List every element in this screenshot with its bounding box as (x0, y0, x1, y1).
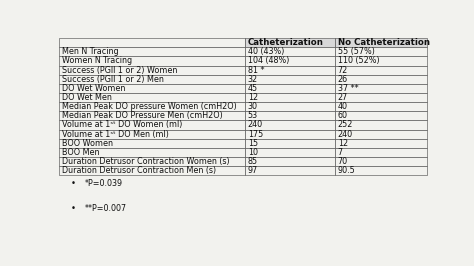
Bar (335, 75, 427, 84)
Text: 15: 15 (248, 139, 258, 148)
Text: Median Peak DO Pressure Men (cmH2O): Median Peak DO Pressure Men (cmH2O) (62, 111, 223, 120)
Bar (59, 84, 245, 93)
Bar (245, 102, 335, 111)
Bar (245, 111, 335, 120)
Text: DO Wet Women: DO Wet Women (62, 84, 126, 93)
Bar (245, 120, 335, 130)
Text: Success (PGII 1 or 2) Women: Success (PGII 1 or 2) Women (62, 66, 178, 74)
Bar (59, 139, 245, 148)
Text: Duration Detrusor Contraction Women (s): Duration Detrusor Contraction Women (s) (62, 157, 230, 166)
Text: 40: 40 (337, 102, 348, 111)
Bar (59, 38, 245, 47)
Bar (335, 148, 427, 157)
Text: Catheterization: Catheterization (248, 38, 324, 47)
Bar (59, 148, 245, 157)
Bar (59, 75, 245, 84)
Bar (59, 111, 245, 120)
Bar (245, 84, 335, 93)
Bar (245, 157, 335, 166)
Text: •: • (70, 203, 75, 213)
Bar (59, 102, 245, 111)
Bar (335, 120, 427, 130)
Bar (59, 120, 245, 130)
Bar (335, 65, 427, 75)
Text: 10: 10 (248, 148, 258, 157)
Text: 60: 60 (337, 111, 348, 120)
Bar (335, 130, 427, 139)
Text: 32: 32 (248, 75, 258, 84)
Text: 45: 45 (248, 84, 258, 93)
Text: 81 *: 81 * (248, 66, 264, 74)
Bar (245, 38, 335, 47)
Bar (245, 65, 335, 75)
Text: 97: 97 (248, 166, 258, 175)
Text: Success (PGII 1 or 2) Men: Success (PGII 1 or 2) Men (62, 75, 164, 84)
Text: Median Peak DO pressure Women (cmH2O): Median Peak DO pressure Women (cmH2O) (62, 102, 237, 111)
Bar (59, 157, 245, 166)
Text: Men N Tracing: Men N Tracing (62, 47, 119, 56)
Text: 27: 27 (337, 93, 348, 102)
Text: 7: 7 (337, 148, 343, 157)
Text: 240: 240 (337, 130, 353, 139)
Bar (335, 84, 427, 93)
Bar (59, 65, 245, 75)
Text: 37 **: 37 ** (337, 84, 358, 93)
Text: *P=0.039: *P=0.039 (85, 179, 123, 188)
Bar (59, 130, 245, 139)
Bar (245, 130, 335, 139)
Text: 72: 72 (337, 66, 348, 74)
Bar (335, 38, 427, 47)
Text: 12: 12 (248, 93, 258, 102)
Text: Volume at 1ˢᵗ DO Men (ml): Volume at 1ˢᵗ DO Men (ml) (62, 130, 169, 139)
Text: 85: 85 (248, 157, 258, 166)
Text: 90.5: 90.5 (337, 166, 356, 175)
Text: 40 (43%): 40 (43%) (248, 47, 284, 56)
Bar (59, 93, 245, 102)
Text: Duration Detrusor Contraction Men (s): Duration Detrusor Contraction Men (s) (62, 166, 216, 175)
Text: 12: 12 (337, 139, 348, 148)
Bar (335, 111, 427, 120)
Text: •: • (70, 179, 75, 188)
Text: 175: 175 (248, 130, 263, 139)
Text: 110 (52%): 110 (52%) (337, 56, 379, 65)
Text: Women N Tracing: Women N Tracing (62, 56, 132, 65)
Text: DO Wet Men: DO Wet Men (62, 93, 112, 102)
Text: 240: 240 (248, 120, 263, 130)
Text: 104 (48%): 104 (48%) (248, 56, 289, 65)
Bar (335, 157, 427, 166)
Bar (335, 47, 427, 56)
Bar (335, 56, 427, 65)
Text: Volume at 1ˢᵗ DO Women (ml): Volume at 1ˢᵗ DO Women (ml) (62, 120, 182, 130)
Bar (245, 93, 335, 102)
Bar (245, 139, 335, 148)
Text: 53: 53 (248, 111, 258, 120)
Bar (245, 166, 335, 175)
Bar (335, 166, 427, 175)
Text: 26: 26 (337, 75, 348, 84)
Text: **P=0.007: **P=0.007 (85, 203, 127, 213)
Bar (59, 166, 245, 175)
Text: 30: 30 (248, 102, 258, 111)
Text: 55 (57%): 55 (57%) (337, 47, 374, 56)
Text: BOO Men: BOO Men (62, 148, 100, 157)
Bar (245, 148, 335, 157)
Bar (335, 102, 427, 111)
Bar (59, 56, 245, 65)
Bar (245, 56, 335, 65)
Text: 70: 70 (337, 157, 348, 166)
Bar (245, 47, 335, 56)
Bar (59, 47, 245, 56)
Text: 252: 252 (337, 120, 353, 130)
Bar (245, 75, 335, 84)
Text: BOO Women: BOO Women (62, 139, 113, 148)
Text: No Catheterization: No Catheterization (337, 38, 430, 47)
Bar (335, 139, 427, 148)
Bar (335, 93, 427, 102)
